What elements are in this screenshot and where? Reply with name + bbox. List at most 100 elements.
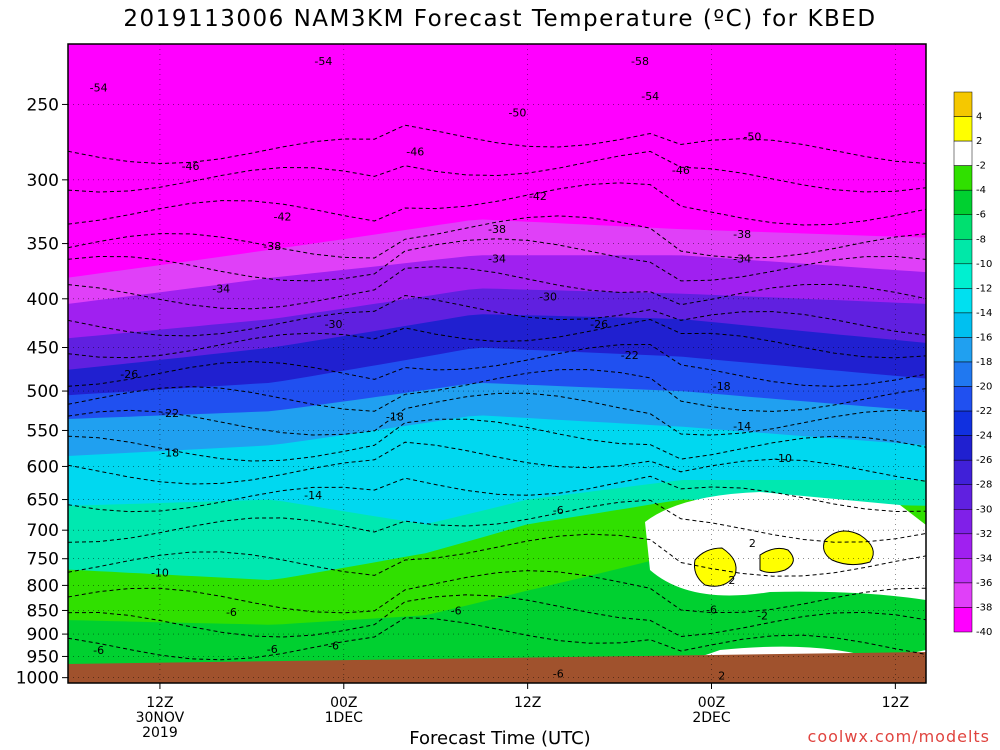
y-tick-label: 850 (27, 601, 59, 621)
y-axis: 250 300 350 400 450 500 550 600 650 700 750 800 850 9… (16, 95, 68, 689)
colorbar-swatch (953, 288, 973, 314)
colorbar-swatch (953, 607, 973, 633)
contour-label: -54 (641, 90, 659, 103)
colorbar-label: -24 (976, 431, 992, 442)
contour-lines (68, 124, 926, 661)
colorbar-swatch (953, 386, 973, 412)
colorbar-swatch (953, 558, 973, 584)
warm-pocket-3 (823, 530, 874, 566)
y-tick-label: 750 (27, 550, 59, 570)
contour-label: -6 (93, 644, 104, 657)
y-tick-label: 550 (27, 421, 59, 441)
x-tick-label: 2DEC (692, 710, 731, 726)
contour-label: 2 (728, 574, 735, 587)
contour-label: -42 (529, 190, 547, 203)
contour-label: -26 (590, 318, 608, 331)
colorbar-label: -4 (976, 185, 986, 196)
plot-frame (67, 43, 927, 684)
contour-label: -54 (90, 82, 108, 95)
credit-link[interactable]: coolwx.com/modelts (807, 727, 990, 746)
grid (68, 44, 926, 683)
colorbar-label: -20 (976, 382, 992, 393)
contour-label: -38 (263, 240, 281, 253)
y-tick-label: 500 (27, 382, 59, 402)
contour-label: 2 (749, 537, 756, 550)
x-tick-label: 00Z (698, 695, 725, 711)
plot-area: -54 -54 -58 -54 -50 -50 -46 -46 -46 -42 -42 -38 -38 -… (67, 43, 927, 684)
contour-label: -22 (621, 349, 639, 362)
y-tick-label: 300 (27, 171, 59, 191)
colorbar-label: 2 (976, 136, 982, 147)
colorbar-label: -16 (976, 332, 992, 343)
x-tick-label: 12Z (146, 695, 173, 711)
contour-line (68, 266, 926, 310)
x-tick-label: 12Z (882, 695, 909, 711)
contour-line (68, 533, 926, 577)
colorbar-label: -10 (976, 259, 992, 270)
colorbar-label: -8 (976, 234, 986, 245)
y-tick-label: 250 (27, 95, 59, 115)
contour-label: -14 (733, 420, 751, 433)
contour-label: -30 (325, 318, 343, 331)
colorbar-swatch (953, 239, 973, 265)
contour-label: -46 (406, 145, 424, 158)
x-tick-label: 12Z (514, 695, 541, 711)
contour-line (68, 617, 926, 661)
contour-label: -34 (488, 253, 506, 266)
contour-line (68, 441, 926, 485)
contour-line (68, 182, 926, 226)
y-tick-label: 600 (27, 457, 59, 477)
contour-label: -50 (508, 107, 526, 120)
colorbar-swatch (953, 189, 973, 215)
contour-label: -26 (120, 368, 138, 381)
colorbar-label: -32 (976, 529, 992, 540)
colorbar-label: -2 (976, 161, 986, 172)
contour-label: -34 (733, 253, 751, 266)
colorbar-label: -18 (976, 357, 992, 368)
contour-label: -6 (226, 606, 237, 619)
contour-label: -46 (672, 164, 690, 177)
colorbar-swatch (953, 140, 973, 166)
colorbar-swatch (953, 116, 973, 142)
colorbar-label: -38 (976, 602, 992, 613)
contour-labels: -54 -54 -58 -54 -50 -50 -46 -46 -46 -42 -42 -38 -38 -… (90, 55, 792, 683)
contour-label: -14 (304, 489, 322, 502)
contour-label: -54 (314, 55, 332, 68)
contour-line (68, 499, 926, 543)
y-tick-label: 800 (27, 576, 59, 596)
y-tick-label: 1000 (16, 669, 59, 689)
colorbar-label: -22 (976, 406, 992, 417)
temperature-fill (68, 44, 926, 683)
warm-pocket-2 (759, 547, 794, 573)
colorbar-swatch (953, 337, 973, 363)
y-tick-label: 400 (27, 290, 59, 310)
colorbar-label: -40 (976, 627, 992, 638)
contour-label: 2 (718, 670, 725, 683)
contour-label: -10 (774, 452, 792, 465)
colorbar-label: -34 (976, 553, 992, 564)
colorbar-swatch (953, 214, 973, 240)
contour-label: -58 (631, 55, 649, 68)
x-tick-label: 30NOV (136, 710, 185, 726)
contour-label: -38 (488, 223, 506, 236)
colorbar-swatch (953, 533, 973, 559)
y-tick-label: 350 (27, 235, 59, 255)
colorbar-label: -14 (976, 308, 992, 319)
colorbar-label: 4 (976, 112, 982, 123)
colorbar-swatch (953, 361, 973, 387)
colorbar-swatch (953, 435, 973, 461)
colorbar-label: -36 (976, 578, 992, 589)
colorbar-label: -12 (976, 283, 992, 294)
colorbar-swatch (953, 484, 973, 510)
colorbar-swatch (953, 91, 973, 117)
chart-title: 2019113006 NAM3KM Forecast Temperature (… (123, 6, 877, 32)
contour-line (68, 294, 926, 337)
colorbar-swatch (953, 410, 973, 436)
contour-label: -6 (553, 504, 564, 517)
x-tick-label: 2019 (142, 725, 178, 741)
contour-label: -6 (451, 604, 462, 617)
contour-label: -10 (151, 566, 169, 579)
colorbar-swatch (953, 582, 973, 608)
